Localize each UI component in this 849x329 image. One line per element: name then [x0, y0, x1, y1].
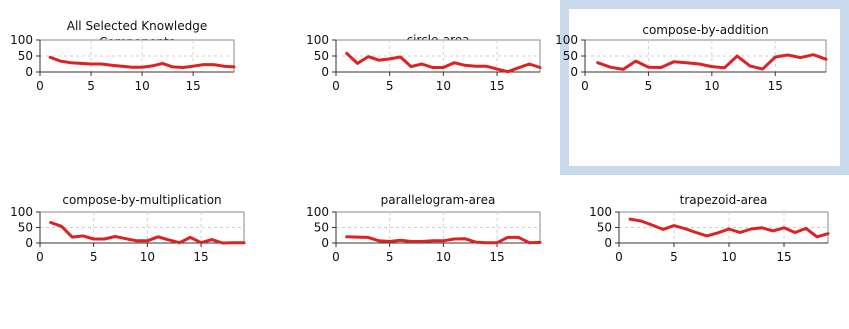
series-line [48, 55, 236, 69]
x-tick-label: 5 [670, 250, 678, 264]
series-line [628, 217, 830, 239]
chart-title: parallelogram-area [381, 193, 496, 207]
series-line [596, 53, 828, 71]
chart-panel[interactable]: compose-by-multiplication 0 5 10 15 0 50 100 [0, 185, 250, 329]
y-tick-label: 0 [25, 65, 33, 79]
x-tick-label: 0 [332, 79, 340, 93]
x-tick-label: 5 [386, 79, 394, 93]
x-tick-label: 10 [721, 250, 736, 264]
x-tick-label: 15 [193, 250, 208, 264]
y-tick-label: 100 [589, 205, 612, 219]
x-tick-label: 5 [90, 250, 98, 264]
x-tick-label: 0 [332, 250, 340, 264]
chart-title: compose-by-multiplication [62, 193, 221, 207]
series-line [345, 51, 542, 74]
x-tick-label: 10 [134, 79, 149, 93]
y-tick-label: 100 [555, 33, 578, 47]
x-tick-label: 0 [36, 250, 44, 264]
y-tick-label: 0 [321, 236, 329, 250]
x-tick-label: 15 [776, 250, 791, 264]
y-tick-label: 50 [18, 49, 33, 63]
series-line [345, 235, 542, 245]
x-tick-label: 10 [436, 79, 451, 93]
chart-svg: All Selected KnowledgeComponents05101505… [10, 19, 236, 93]
y-tick-label: 100 [10, 205, 33, 219]
x-tick-label: 15 [489, 79, 504, 93]
chart-panel[interactable]: parallelogram-area 0 5 10 15 0 50 100 [300, 185, 545, 329]
x-tick-label: 15 [489, 250, 504, 264]
x-tick-label: 5 [645, 79, 653, 93]
chart-title: compose-by-addition [642, 23, 768, 37]
x-tick-label: 5 [386, 250, 394, 264]
x-tick-label: 15 [186, 79, 201, 93]
y-tick-label: 50 [314, 221, 329, 235]
x-tick-label: 10 [704, 79, 719, 93]
y-tick-label: 0 [321, 65, 329, 79]
x-tick-label: 0 [36, 79, 44, 93]
y-tick-label: 0 [570, 65, 578, 79]
chart-title: trapezoid-area [680, 193, 768, 207]
x-tick-label: 0 [581, 79, 589, 93]
chart-panel[interactable]: All Selected KnowledgeComponents05101505… [10, 10, 245, 165]
y-tick-label: 50 [314, 49, 329, 63]
selected-panel-inner [569, 9, 840, 166]
y-tick-label: 0 [25, 236, 33, 250]
x-tick-label: 10 [140, 250, 155, 264]
y-tick-label: 50 [597, 221, 612, 235]
y-tick-label: 0 [604, 236, 612, 250]
x-tick-label: 10 [436, 250, 451, 264]
y-tick-label: 100 [306, 205, 329, 219]
chart-panel[interactable]: trapezoid-area 0 5 10 15 0 50 100 [580, 185, 849, 329]
x-tick-label: 15 [768, 79, 783, 93]
y-tick-label: 50 [18, 221, 33, 235]
x-tick-label: 5 [87, 79, 95, 93]
chart-svg: compose-by-addition 0 5 10 15 0 50 100 [555, 23, 828, 93]
y-tick-label: 100 [306, 33, 329, 47]
x-tick-label: 0 [615, 250, 623, 264]
y-tick-label: 100 [10, 33, 33, 47]
series-line [49, 221, 246, 245]
y-tick-label: 50 [563, 49, 578, 63]
chart-panel[interactable]: compose-by-addition 0 5 10 15 0 50 100 [555, 0, 849, 175]
